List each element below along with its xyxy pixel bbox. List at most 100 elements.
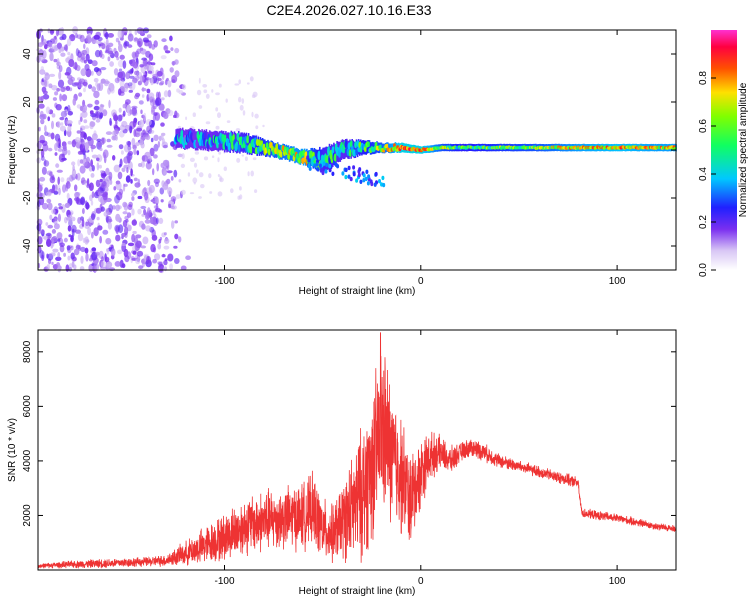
noise-speckle (65, 264, 70, 272)
noise-speckle (147, 70, 153, 74)
noise-speckle (148, 65, 154, 71)
signal-core (381, 175, 385, 181)
noise-speckle (98, 195, 102, 202)
noise-speckle (74, 184, 78, 192)
noise-speckle (80, 139, 85, 146)
noise-speckle (47, 147, 53, 152)
noise-speckle (56, 64, 60, 70)
noise-speckle (155, 181, 159, 188)
colorbar: 0.0 0.2 0.4 0.6 0.8 Normalized spectral ampl… (698, 30, 749, 277)
noise-speckle (162, 171, 167, 176)
noise-speckle (54, 184, 58, 193)
noise-speckle (215, 92, 220, 96)
noise-speckle (152, 73, 159, 78)
noise-speckle (63, 252, 66, 257)
noise-speckle (215, 125, 220, 130)
noise-speckle (86, 178, 90, 187)
noise-speckle (60, 86, 66, 93)
noise-speckle (56, 58, 60, 66)
noise-speckle (131, 219, 137, 226)
noise-speckle (58, 187, 61, 196)
noise-speckle (59, 27, 63, 36)
spectrogram-panel: -100 0 100 -40 -20 0 20 40 Height of straight … (7, 26, 677, 297)
noise-speckle (145, 77, 150, 81)
noise-speckle (107, 42, 114, 47)
noise-speckle (167, 109, 174, 116)
noise-speckle (145, 119, 152, 126)
noise-speckle (47, 202, 53, 211)
y-tick-label: -20 (22, 190, 33, 205)
noise-speckle (158, 209, 163, 213)
x-tick-label: 100 (609, 276, 626, 287)
noise-speckle (254, 113, 259, 119)
noise-speckle (100, 206, 105, 212)
noise-speckle (185, 255, 192, 260)
signal-core (267, 148, 271, 156)
noise-speckle (44, 125, 47, 133)
noise-speckle (139, 119, 144, 128)
noise-speckle (153, 112, 158, 116)
noise-speckle (123, 202, 129, 211)
noise-speckle (51, 113, 56, 118)
noise-speckle (64, 72, 71, 76)
noise-speckle (58, 206, 63, 210)
signal-core (341, 171, 345, 176)
noise-speckle (143, 57, 148, 67)
noise-speckle (111, 135, 117, 141)
noise-speckle (122, 211, 128, 215)
noise-speckle (134, 75, 140, 81)
noise-speckle (208, 173, 212, 179)
noise-speckle (129, 75, 135, 79)
noise-speckle (83, 59, 87, 64)
signal-core (192, 132, 196, 142)
noise-speckle (203, 89, 208, 94)
noise-speckle (66, 120, 73, 125)
noise-speckle (140, 205, 147, 210)
noise-speckle (46, 198, 52, 204)
noise-speckle (167, 89, 172, 98)
noise-speckle (48, 41, 53, 48)
noise-speckle (174, 258, 180, 264)
noise-speckle (124, 226, 129, 236)
noise-speckle (252, 157, 257, 161)
noise-speckle (76, 196, 79, 205)
noise-speckle (63, 144, 67, 152)
noise-speckle (57, 148, 63, 152)
noise-speckle (98, 164, 103, 169)
noise-speckle (66, 38, 72, 47)
snr-plot-area (38, 330, 676, 570)
noise-speckle (47, 234, 51, 241)
noise-speckle (91, 247, 97, 252)
noise-speckle (115, 213, 121, 222)
noise-speckle (123, 84, 128, 93)
noise-speckle (113, 116, 119, 121)
noise-speckle (154, 253, 161, 261)
noise-speckle (153, 143, 159, 152)
signal-core (385, 143, 389, 148)
y-tick-label: 4000 (22, 449, 33, 472)
noise-speckle (47, 28, 51, 34)
noise-speckle (121, 120, 128, 128)
noise-speckle (167, 253, 174, 262)
noise-speckle (83, 43, 86, 50)
noise-speckle (44, 131, 49, 137)
noise-speckle (81, 110, 88, 118)
spectrogram-y-ticks: -40 -20 0 20 40 (22, 48, 676, 253)
signal-core (362, 173, 366, 178)
noise-speckle (82, 208, 85, 215)
noise-speckle (91, 86, 96, 92)
noise-speckle (51, 235, 58, 243)
signal-core (316, 167, 320, 172)
noise-speckle (166, 77, 169, 82)
noise-speckle (41, 166, 47, 175)
colorbar-tick-label: 0.6 (698, 119, 709, 133)
noise-speckle (151, 105, 156, 113)
noise-speckle (67, 51, 71, 56)
noise-speckle (225, 98, 228, 103)
y-tick-label: -40 (22, 238, 33, 253)
noise-speckle (137, 208, 142, 215)
noise-speckle (64, 44, 68, 51)
noise-speckle (135, 258, 141, 265)
noise-speckle (55, 184, 61, 190)
noise-speckle (40, 119, 45, 123)
